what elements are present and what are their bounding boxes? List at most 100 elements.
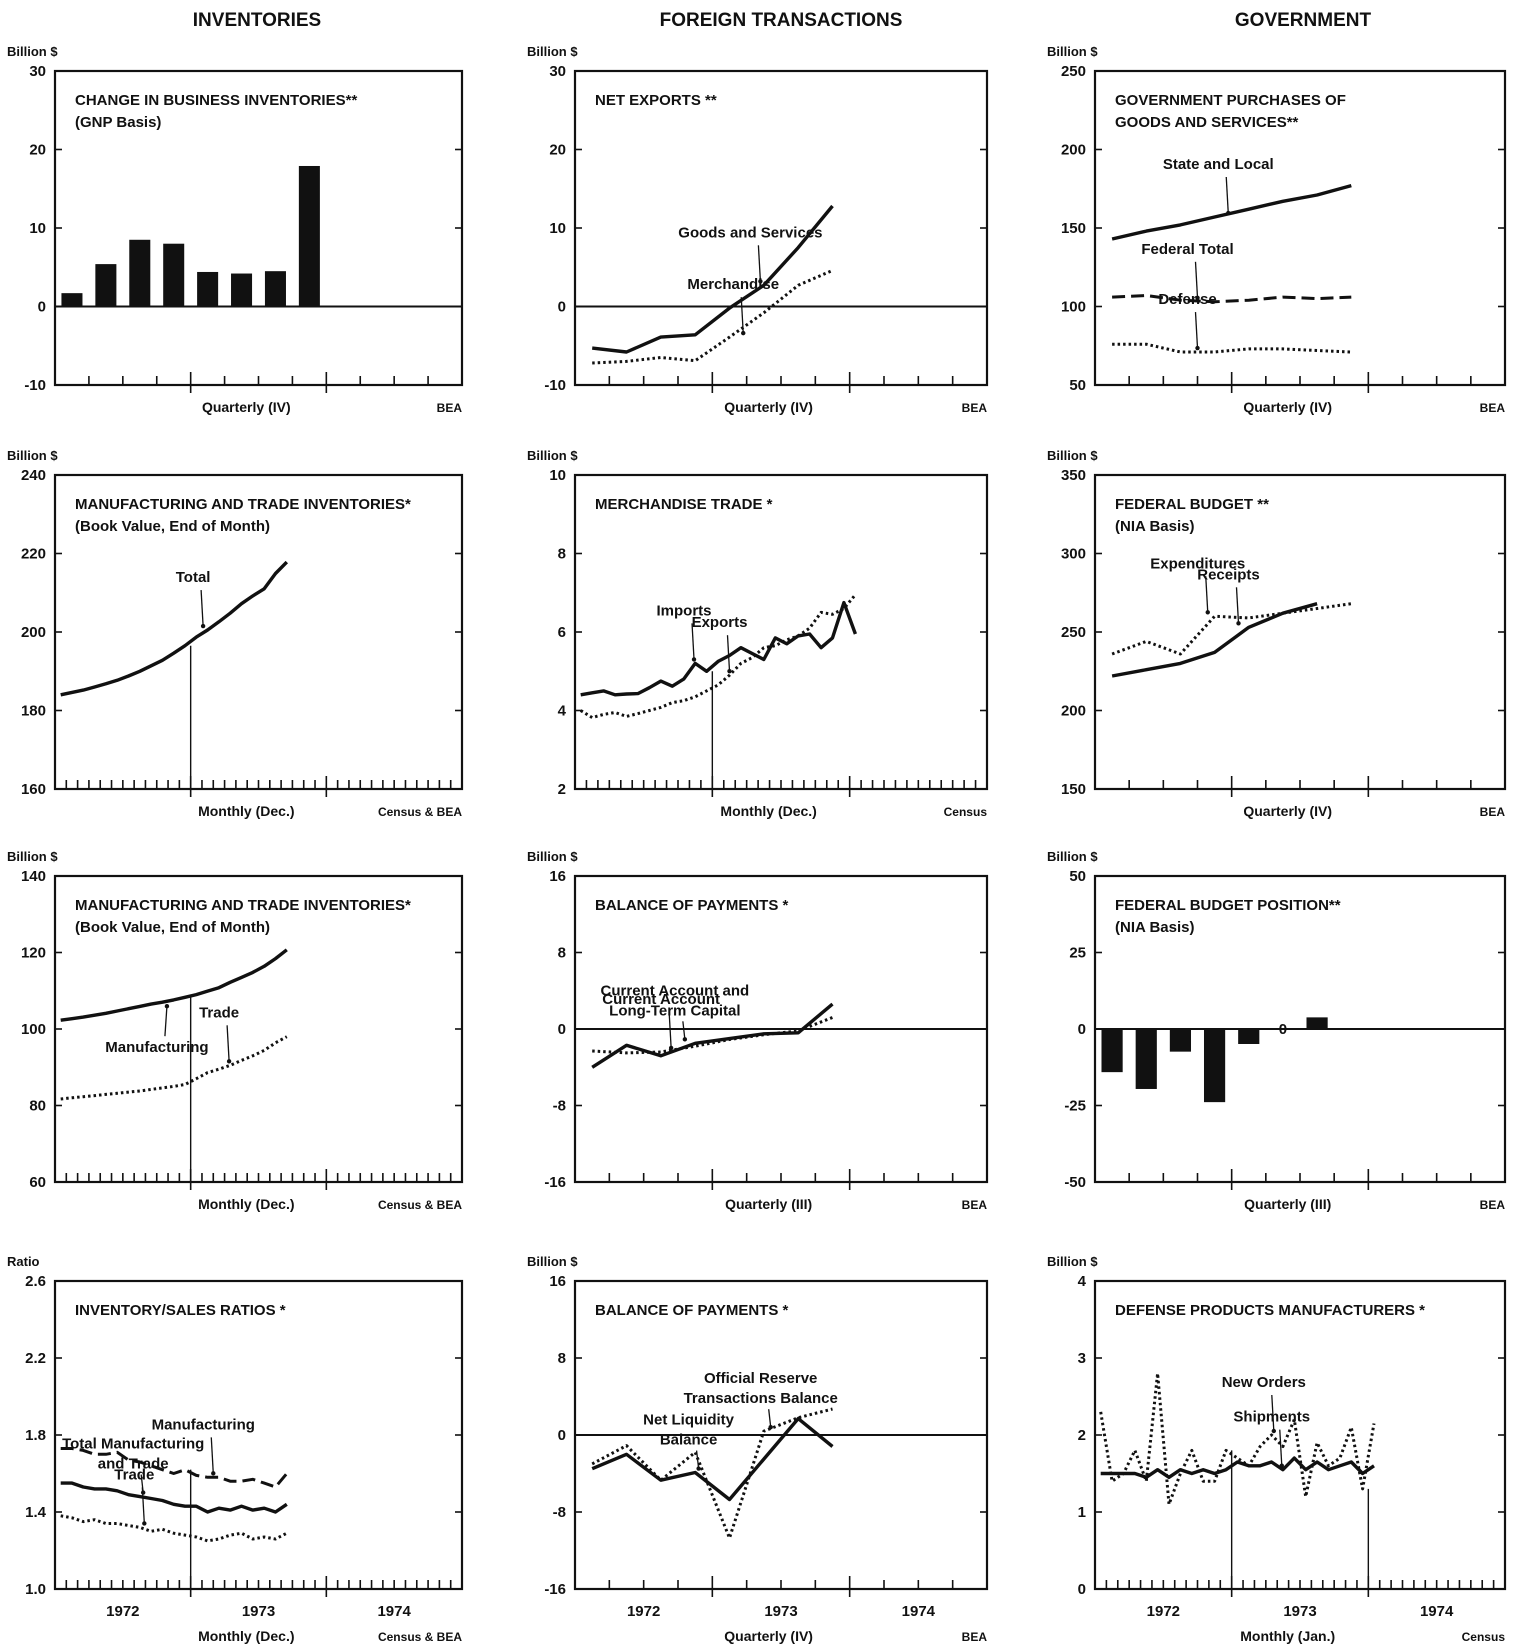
y-tick-label: 150: [1061, 781, 1086, 798]
chart-title: (NIA Basis): [1115, 919, 1194, 936]
chart-title: MERCHANDISE TRADE *: [595, 496, 773, 513]
chart-title: (Book Value, End of Month): [75, 518, 270, 535]
series-line-3: [60, 1514, 288, 1543]
label-leader: [695, 1450, 700, 1469]
series-line-2: [60, 1481, 288, 1514]
chart-panel-c9: Billion $ 50 25 0 -25 -50 FEDERAL BUDGET POSIT…: [1047, 849, 1507, 1212]
data-source: BEA: [1480, 1198, 1506, 1212]
chart-title: NET EXPORTS **: [595, 92, 717, 109]
y-tick-label: 160: [21, 781, 46, 798]
series-label-line2: Long-Term Capital: [609, 1002, 740, 1019]
label-arrowhead: [691, 657, 697, 662]
y-tick-label: 240: [21, 467, 46, 484]
bar-2: [95, 264, 117, 307]
label-arrowhead: [727, 668, 732, 674]
label-arrowhead: [741, 330, 746, 336]
y-tick-label: 0: [558, 1021, 566, 1038]
chart-title: FEDERAL BUDGET **: [1115, 496, 1269, 513]
series-label: Trade: [114, 1466, 154, 1483]
frequency-footer: Quarterly (IV): [1243, 803, 1332, 819]
label-arrowhead: [758, 279, 763, 284]
series-line-1: [580, 600, 857, 697]
chart-title: GOODS AND SERVICES**: [1115, 114, 1299, 131]
y-tick-label: 30: [29, 63, 46, 80]
x-year-label: 1974: [902, 1603, 936, 1620]
y-tick-label: 8: [558, 1350, 566, 1367]
series-line-2: [60, 1035, 288, 1101]
bar-5: [197, 271, 219, 307]
label-leader: [1235, 587, 1240, 624]
series-label: Imports: [657, 602, 712, 619]
y-tick-label: -10: [24, 377, 46, 394]
column-head-foreign-transactions: FOREIGN TRANSACTIONS: [660, 10, 903, 31]
chart-panel-c5: Billion $ 10 8 6 4 2 MERCHANDISE TRADE * Import…: [527, 448, 989, 819]
y-tick-label: 200: [1061, 703, 1086, 720]
y-tick-label: -10: [544, 377, 566, 394]
y-tick-label: -16: [544, 1174, 566, 1191]
chart-title: BALANCE OF PAYMENTS *: [595, 1302, 789, 1319]
x-year-label: 1972: [106, 1603, 139, 1620]
y-tick-label: 0: [558, 299, 566, 316]
bar-3: [1169, 1029, 1192, 1052]
y-tick-label: 10: [29, 220, 46, 237]
y-tick-label: 120: [21, 945, 46, 962]
label-arrowhead: [1195, 345, 1200, 351]
series-label: Defense: [1158, 291, 1216, 308]
y-tick-label: 2.6: [25, 1273, 46, 1290]
bar-7: [264, 271, 286, 307]
series-line-2: [591, 1416, 834, 1502]
y-unit-label: Billion $: [1047, 849, 1098, 864]
y-tick-label: 0: [38, 299, 46, 316]
frequency-footer: Quarterly (IV): [202, 399, 291, 415]
series-label: Current Account: [602, 991, 720, 1008]
column-head-inventories: INVENTORIES: [193, 10, 321, 31]
chart-panel-c4: Billion $ 240 220 200 180 160 MANUFACTURING AN…: [7, 448, 464, 819]
bar-7: [1306, 1017, 1328, 1029]
chart-title: MANUFACTURING AND TRADE INVENTORIES*: [75, 496, 411, 513]
frequency-footer: Quarterly (III): [725, 1196, 812, 1212]
bar-1: [61, 293, 83, 307]
y-unit-label: Billion $: [527, 849, 578, 864]
data-source: BEA: [962, 1198, 988, 1212]
series-line-1: [60, 948, 288, 1022]
series-label: Shipments: [1233, 1409, 1310, 1426]
label-leader: [1194, 261, 1199, 298]
y-tick-label: 220: [21, 546, 46, 563]
series-line-1: [1099, 1371, 1376, 1506]
series-label-line2: and Trade: [98, 1456, 169, 1473]
chart-panel-c7: Billion $ 140 120 100 80 60 MANUFACTURING AND …: [7, 849, 464, 1212]
y-unit-label: Billion $: [527, 448, 578, 463]
series-line-2: [579, 593, 857, 720]
x-year-label: 1974: [377, 1603, 411, 1620]
chart-panel-c8: Billion $ 16 8 0 -8 -16 BALANCE OF PAYMENTS * C…: [527, 849, 989, 1212]
series-label: State and Local: [1163, 156, 1274, 173]
label-leader: [1279, 1429, 1283, 1466]
label-arrowhead: [1236, 621, 1241, 626]
y-tick-label: 60: [29, 1174, 46, 1191]
y-tick-label: 25: [1069, 945, 1086, 962]
chart-panel-c6: Billion $ 350 300 250 200 150 FEDERAL BUDGET *…: [1047, 448, 1507, 819]
series-line-3: [1112, 342, 1352, 354]
plot-frame: [573, 473, 989, 791]
bar-8: [298, 165, 320, 307]
frequency-footer: Quarterly (IV): [724, 1628, 813, 1644]
series-line-1: [592, 1016, 834, 1055]
chart-panel-c11: Billion $ 16 8 0 -8 -16 BALANCE OF PAYMENTS * O…: [527, 1254, 989, 1644]
label-leader: [691, 623, 695, 660]
label-leader: [682, 1021, 686, 1040]
y-tick-label: 8: [558, 546, 566, 563]
y-unit-label: Billion $: [7, 448, 58, 463]
chart-title: MANUFACTURING AND TRADE INVENTORIES*: [75, 897, 411, 914]
y-unit-label: Ratio: [7, 1254, 40, 1269]
label-arrowhead: [682, 1037, 688, 1042]
x-year-label: 1973: [764, 1603, 797, 1620]
frequency-footer: Monthly (Dec.): [198, 803, 294, 819]
y-unit-label: Billion $: [1047, 44, 1098, 59]
frequency-footer: Quarterly (III): [1244, 1196, 1331, 1212]
series-line-1: [1111, 183, 1352, 241]
x-year-label: 1972: [1147, 1603, 1180, 1620]
frequency-footer: Quarterly (IV): [724, 399, 813, 415]
series-line-2: [1111, 602, 1318, 678]
x-year-label: 1973: [1283, 1603, 1316, 1620]
